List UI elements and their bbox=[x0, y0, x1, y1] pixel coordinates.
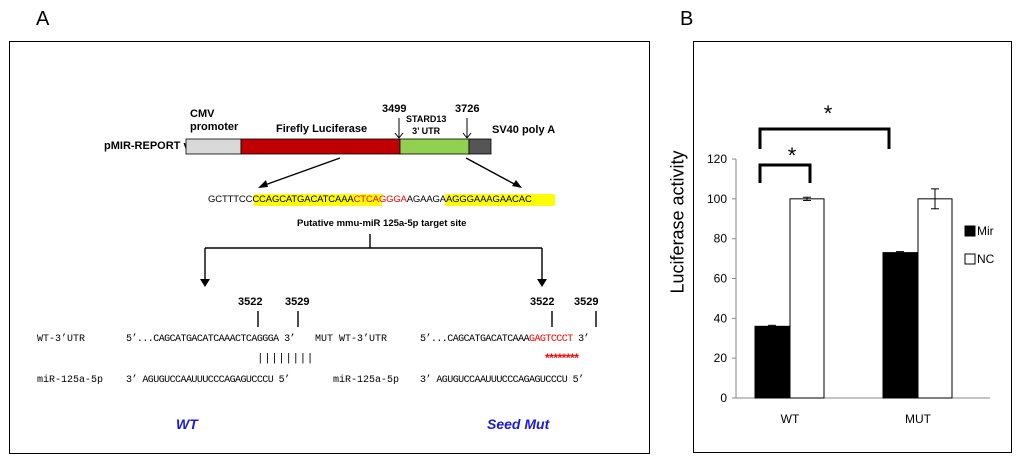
mut-mir-seq: 3’ AGUGUCCAAUUUCCCAGAGUCCCU 5’ bbox=[420, 375, 584, 386]
legend-swatch-mir bbox=[964, 225, 976, 237]
mut-utr-post: 3’ bbox=[572, 334, 589, 345]
bar-mir-wt bbox=[754, 325, 790, 399]
chart-ylabel: Luciferase activity bbox=[667, 150, 688, 294]
significance-bracket-2 bbox=[758, 127, 891, 149]
cmv-label: CMV promoter bbox=[190, 108, 239, 133]
mut-utr-label: MUT WT-3’UTR bbox=[315, 334, 388, 345]
vector-name-label: pMIR-REPORT vector bbox=[104, 140, 186, 152]
zoom-right-arrow bbox=[465, 157, 522, 188]
pos-3499-label: 3499 bbox=[382, 103, 407, 115]
y-tick-label: 120 bbox=[707, 152, 727, 166]
wt-utr-seq: 5’...CAGCATGACATCAAACTCAGGGA 3’ bbox=[126, 334, 296, 345]
target-sequence: GCTTTCCCCAGCATGACATCAAACTCAGGGAAGAAGAAGG… bbox=[208, 194, 532, 205]
y-tick-label: 100 bbox=[707, 192, 727, 206]
branch-arrowhead-mut bbox=[537, 279, 547, 287]
branch-arrowhead-wt bbox=[200, 279, 210, 287]
y-tick-label: 20 bbox=[714, 351, 728, 365]
zoom-left-arrow bbox=[258, 157, 341, 188]
wt-utr-label: WT-3’UTR bbox=[37, 334, 86, 345]
highlight-2 bbox=[445, 194, 555, 206]
seq-flank-right: AACAC bbox=[499, 194, 532, 205]
pos-3499-arrow bbox=[394, 118, 404, 139]
firefly-label: Firefly Luciferase bbox=[276, 123, 368, 135]
mut-utr-mutated: GAGTCCCT bbox=[529, 334, 573, 345]
mut-title: Seed Mut bbox=[487, 416, 550, 432]
legend-swatch-nc bbox=[964, 253, 976, 265]
branch-arrows bbox=[204, 234, 543, 282]
bar-nc-wt bbox=[789, 198, 825, 399]
panel-label-b: B bbox=[680, 8, 694, 30]
legend-label-mir: Mir bbox=[977, 224, 994, 238]
mut-utr-seq: 5’...CAGCATGACATCAAAGAGTCCCT 3’ bbox=[420, 334, 590, 345]
wt-mir-label: miR-125a-5p bbox=[37, 375, 104, 386]
panel-b-frame bbox=[693, 41, 1012, 453]
mut-pos2-label: 3529 bbox=[574, 296, 599, 308]
wt-pairing: |||||||| bbox=[257, 353, 314, 365]
vector-name-clip: pMIR-REPORT vector bbox=[104, 139, 186, 155]
significance-star-1: * bbox=[788, 143, 797, 168]
legend-label-nc: NC bbox=[977, 252, 995, 266]
panel-label-a: A bbox=[36, 8, 50, 30]
seq-seed: CTCAGGGA bbox=[353, 194, 407, 205]
pos-3726-label: 3726 bbox=[455, 103, 480, 115]
target-site-caption: Putative mmu-miR 125a-5p target site bbox=[297, 218, 467, 229]
utr-label: STARD13 3’ UTR bbox=[406, 114, 447, 136]
x-tick-label-wt: WT bbox=[781, 412, 800, 426]
bar-nc-mut bbox=[917, 198, 953, 399]
seq-highlight-1: CCAGCATGACATCAAA bbox=[252, 194, 354, 205]
wt-pos1-label: 3522 bbox=[238, 296, 263, 308]
x-tick-label-mut: MUT bbox=[905, 412, 932, 426]
y-tick-label: 60 bbox=[714, 272, 728, 286]
y-tick-label: 80 bbox=[714, 232, 728, 246]
panel-a-frame bbox=[9, 41, 650, 454]
y-tick-label: 40 bbox=[714, 311, 728, 325]
mut-mir-label: miR-125a-5p bbox=[333, 375, 400, 386]
wt-pos2-label: 3529 bbox=[285, 296, 310, 308]
bar-mir-mut bbox=[882, 252, 918, 399]
sv40-segment bbox=[468, 138, 492, 155]
mut-utr-pre: 5’...CAGCATGACATCAAA bbox=[420, 334, 530, 345]
mut-pos1-label: 3522 bbox=[530, 296, 555, 308]
y-tick-label: 0 bbox=[720, 391, 727, 405]
sv40-label: SV40 poly A bbox=[492, 124, 556, 136]
seq-flank-left: GCTTTCC bbox=[208, 194, 253, 205]
seq-highlight-2: AGAAGAAGGGAAAG bbox=[406, 194, 500, 205]
mut-stars: ******** bbox=[545, 351, 579, 365]
wt-mir-seq: 3’ AGUGUCCAAUUUCCCAGAGUCCCU 5’ bbox=[126, 375, 290, 386]
significance-star-2: * bbox=[824, 101, 833, 126]
pos-3726-arrow bbox=[462, 118, 472, 139]
wt-title: WT bbox=[176, 416, 198, 432]
highlight-1 bbox=[254, 194, 382, 206]
significance-bracket-1 bbox=[758, 163, 812, 183]
